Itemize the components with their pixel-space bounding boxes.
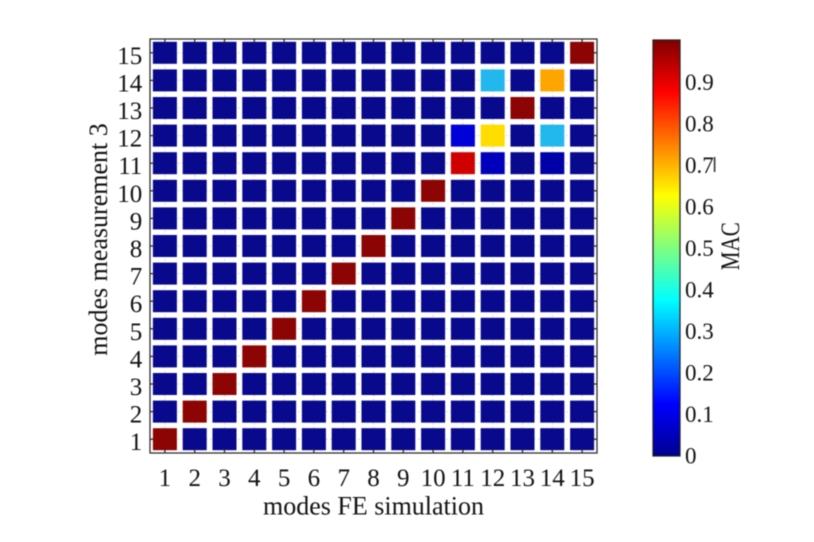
svg-text:9: 9: [130, 208, 143, 235]
svg-text:13: 13: [510, 465, 535, 492]
svg-text:7: 7: [337, 465, 350, 492]
svg-text:4: 4: [130, 346, 143, 373]
svg-text:0: 0: [685, 444, 697, 469]
svg-text:0.3: 0.3: [685, 319, 714, 344]
svg-text:0.2: 0.2: [685, 361, 714, 386]
svg-text:6: 6: [130, 291, 143, 318]
svg-text:11: 11: [118, 153, 142, 180]
svg-text:8: 8: [130, 236, 143, 263]
svg-text:9: 9: [397, 465, 410, 492]
svg-text:1: 1: [159, 465, 172, 492]
svg-text:3: 3: [130, 374, 143, 401]
svg-text:10: 10: [117, 181, 142, 208]
svg-text:13: 13: [117, 98, 142, 125]
svg-text:2: 2: [188, 465, 201, 492]
svg-text:12: 12: [480, 465, 505, 492]
svg-text:0.4: 0.4: [685, 278, 714, 303]
svg-text:0.9: 0.9: [685, 70, 714, 95]
svg-text:5: 5: [130, 319, 143, 346]
svg-text:modes FE simulation: modes FE simulation: [263, 492, 484, 521]
svg-text:10: 10: [421, 465, 446, 492]
svg-text:0.1: 0.1: [685, 402, 714, 427]
svg-text:11: 11: [451, 465, 475, 492]
svg-text:1: 1: [130, 429, 143, 456]
svg-text:3: 3: [218, 465, 231, 492]
svg-text:5: 5: [278, 465, 291, 492]
svg-text:MAC: MAC: [716, 222, 745, 270]
svg-text:8: 8: [367, 465, 380, 492]
svg-text:6: 6: [308, 465, 321, 492]
svg-text:12: 12: [117, 126, 142, 153]
svg-text:0.5: 0.5: [685, 236, 714, 261]
svg-text:7: 7: [130, 264, 143, 291]
svg-text:14: 14: [540, 465, 566, 492]
svg-text:0.8: 0.8: [685, 112, 714, 137]
svg-text:modes measurement 3: modes measurement 3: [84, 123, 113, 356]
svg-text:15: 15: [117, 43, 142, 70]
svg-text:0.7: 0.7: [685, 153, 714, 178]
svg-text:4: 4: [248, 465, 261, 492]
svg-text:2: 2: [130, 402, 143, 429]
svg-text:14: 14: [117, 70, 143, 97]
svg-text:0.6: 0.6: [685, 195, 714, 220]
svg-text:15: 15: [570, 465, 595, 492]
